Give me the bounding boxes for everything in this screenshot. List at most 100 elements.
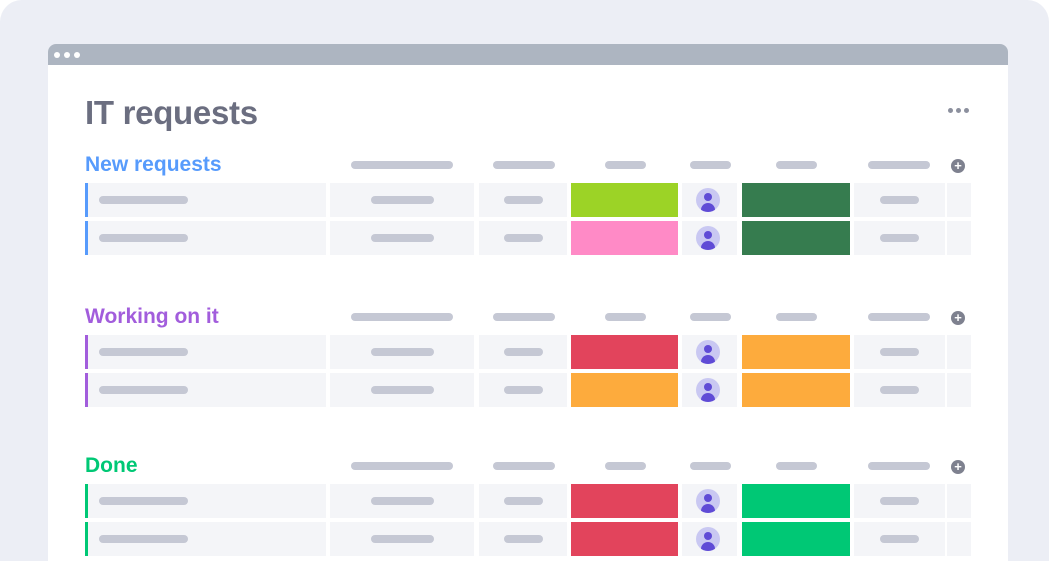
text-placeholder — [371, 348, 434, 356]
person-cell[interactable] — [682, 183, 737, 217]
text-placeholder — [504, 196, 543, 204]
column-header-placeholder[interactable] — [351, 313, 453, 321]
date-cell[interactable] — [854, 373, 945, 407]
person-cell[interactable] — [682, 484, 737, 518]
column-header-placeholder[interactable] — [690, 462, 731, 470]
item-name-placeholder — [99, 196, 188, 204]
item-name-placeholder — [99, 497, 188, 505]
column-header-placeholder[interactable] — [605, 313, 646, 321]
item-name-placeholder — [99, 234, 188, 242]
text-cell[interactable] — [479, 484, 567, 518]
window-dot-icon — [54, 51, 60, 58]
column-header-placeholder[interactable] — [868, 462, 930, 470]
text-placeholder — [504, 386, 543, 394]
text-cell[interactable] — [479, 522, 567, 556]
person-cell[interactable] — [682, 522, 737, 556]
column-header-placeholder[interactable] — [493, 462, 555, 470]
column-header-placeholder[interactable] — [868, 161, 930, 169]
column-header-placeholder[interactable] — [605, 462, 646, 470]
column-header-placeholder[interactable] — [493, 313, 555, 321]
person-cell[interactable] — [682, 373, 737, 407]
add-column-button[interactable]: + — [951, 460, 965, 474]
column-header-placeholder[interactable] — [351, 462, 453, 470]
column-header-placeholder[interactable] — [776, 161, 817, 169]
column-header-placeholder[interactable] — [776, 313, 817, 321]
person-avatar-icon[interactable] — [696, 340, 720, 364]
add-column-button[interactable]: + — [951, 311, 965, 325]
window-dot-icon — [74, 51, 80, 58]
table-row[interactable] — [85, 522, 971, 556]
text-cell[interactable] — [330, 221, 474, 255]
person-avatar-icon[interactable] — [696, 188, 720, 212]
table-row[interactable] — [85, 221, 971, 255]
status-cell[interactable] — [571, 335, 678, 369]
item-name-cell[interactable] — [85, 522, 326, 556]
date-cell[interactable] — [854, 484, 945, 518]
text-cell[interactable] — [330, 335, 474, 369]
status-cell[interactable] — [571, 183, 678, 217]
table-row[interactable] — [85, 183, 971, 217]
date-cell[interactable] — [854, 183, 945, 217]
item-name-cell[interactable] — [85, 183, 326, 217]
window-titlebar — [48, 44, 1008, 65]
text-cell[interactable] — [330, 522, 474, 556]
table-row[interactable] — [85, 484, 971, 518]
person-cell[interactable] — [682, 335, 737, 369]
text-cell[interactable] — [479, 335, 567, 369]
person-avatar-icon[interactable] — [696, 226, 720, 250]
add-column-button[interactable]: + — [951, 159, 965, 173]
more-horizontal-icon — [948, 107, 953, 113]
item-name-cell[interactable] — [85, 335, 326, 369]
priority-cell[interactable] — [742, 373, 850, 407]
text-cell[interactable] — [330, 373, 474, 407]
column-header-placeholder[interactable] — [776, 462, 817, 470]
item-name-cell[interactable] — [85, 221, 326, 255]
table-row[interactable] — [85, 373, 971, 407]
more-horizontal-icon — [964, 107, 969, 113]
item-name-placeholder — [99, 348, 188, 356]
column-header-placeholder[interactable] — [351, 161, 453, 169]
group: Working on it + — [85, 301, 971, 411]
date-placeholder — [880, 234, 919, 242]
empty-cell — [947, 484, 971, 518]
person-cell[interactable] — [682, 221, 737, 255]
date-placeholder — [880, 535, 919, 543]
column-header-placeholder[interactable] — [493, 161, 555, 169]
date-cell[interactable] — [854, 221, 945, 255]
text-placeholder — [371, 386, 434, 394]
browser-window: IT requests New requests + Working on it + D… — [48, 44, 1008, 561]
status-cell[interactable] — [571, 484, 678, 518]
person-avatar-icon[interactable] — [696, 527, 720, 551]
text-cell[interactable] — [479, 183, 567, 217]
date-placeholder — [880, 386, 919, 394]
text-cell[interactable] — [479, 221, 567, 255]
priority-cell[interactable] — [742, 183, 850, 217]
column-header-placeholder[interactable] — [690, 161, 731, 169]
priority-cell[interactable] — [742, 522, 850, 556]
text-cell[interactable] — [330, 484, 474, 518]
status-cell[interactable] — [571, 221, 678, 255]
text-cell[interactable] — [479, 373, 567, 407]
more-options-button[interactable] — [948, 106, 970, 114]
group-title[interactable]: Working on it — [85, 305, 219, 328]
person-avatar-icon[interactable] — [696, 489, 720, 513]
group-title[interactable]: Done — [85, 454, 138, 477]
person-avatar-icon[interactable] — [696, 378, 720, 402]
text-placeholder — [371, 497, 434, 505]
date-cell[interactable] — [854, 335, 945, 369]
column-header-placeholder[interactable] — [605, 161, 646, 169]
item-name-cell[interactable] — [85, 484, 326, 518]
column-header-placeholder[interactable] — [690, 313, 731, 321]
text-cell[interactable] — [330, 183, 474, 217]
table-row[interactable] — [85, 335, 971, 369]
item-name-cell[interactable] — [85, 373, 326, 407]
column-header-placeholder[interactable] — [868, 313, 930, 321]
group-title[interactable]: New requests — [85, 153, 222, 176]
status-cell[interactable] — [571, 373, 678, 407]
status-cell[interactable] — [571, 522, 678, 556]
date-cell[interactable] — [854, 522, 945, 556]
priority-cell[interactable] — [742, 221, 850, 255]
text-placeholder — [504, 497, 543, 505]
priority-cell[interactable] — [742, 484, 850, 518]
priority-cell[interactable] — [742, 335, 850, 369]
